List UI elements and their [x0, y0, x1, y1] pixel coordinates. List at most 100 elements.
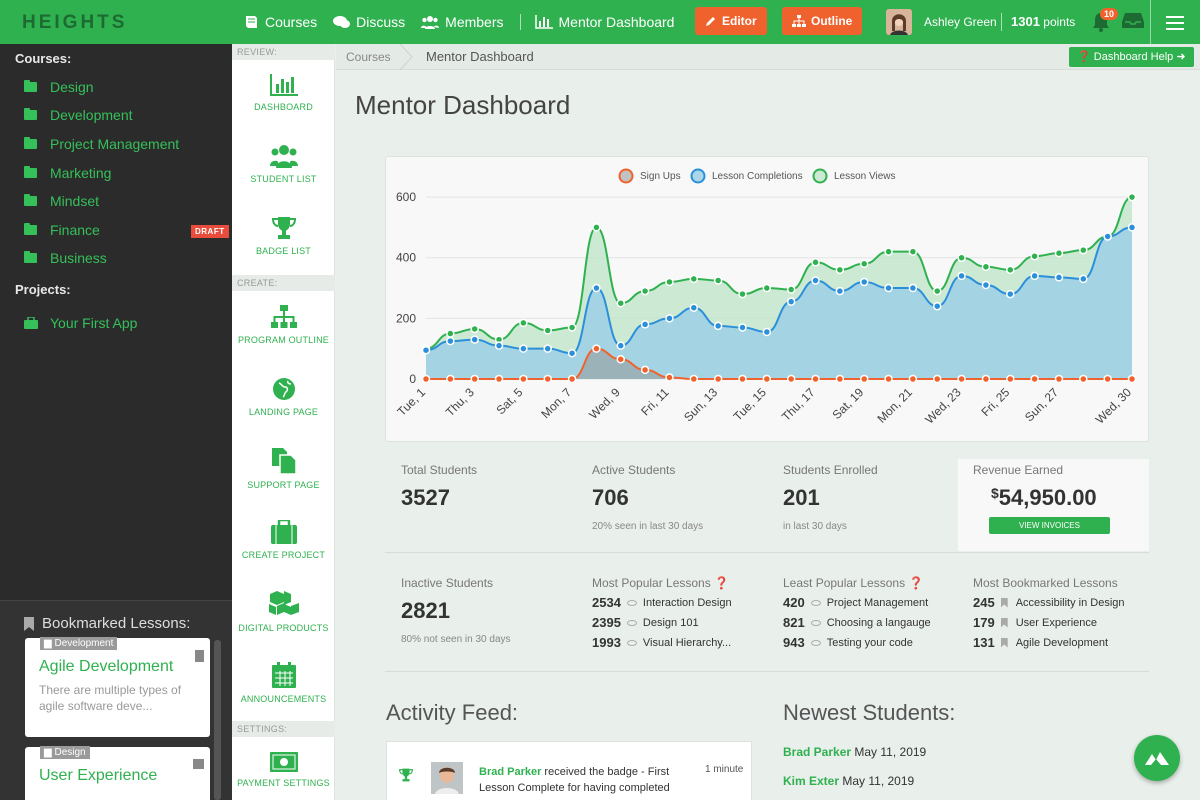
bookmark-icon — [1000, 617, 1008, 628]
data-point — [835, 286, 845, 296]
tool-support-page[interactable]: SUPPORT PAGE — [232, 448, 335, 490]
editor-button[interactable]: Editor — [695, 7, 767, 35]
data-point — [1127, 192, 1137, 202]
lesson-row[interactable]: 943 Testing your code — [783, 635, 931, 650]
lesson-row[interactable]: 1993 Visual Hierarchy... — [592, 635, 732, 650]
dashboard-help-button[interactable]: ❓ Dashboard Help ➜ — [1069, 47, 1194, 67]
nav-discuss[interactable]: Discuss — [333, 14, 405, 30]
y-tick-label: 400 — [396, 251, 416, 265]
lesson-row[interactable]: 821 Choosing a langauge — [783, 615, 931, 630]
nav-courses[interactable]: Courses — [244, 14, 317, 30]
data-point — [1127, 223, 1137, 232]
question-icon: ❓ — [1077, 51, 1091, 63]
sidebar-course-project-management[interactable]: Project Management — [24, 136, 179, 152]
nav-mentor-dashboard[interactable]: Mentor Dashboard — [534, 14, 674, 30]
help-icon[interactable]: ❓ — [714, 576, 730, 590]
lesson-row[interactable]: 245 Accessibility in Design — [973, 595, 1125, 610]
nav-members[interactable]: Members — [421, 14, 504, 30]
user-name[interactable]: Ashley Green — [924, 15, 997, 29]
tool-digital-products[interactable]: DIGITAL PRODUCTS — [232, 591, 335, 633]
stat-value: 2821 — [401, 598, 450, 623]
tool-student-list[interactable]: STUDENT LIST — [232, 144, 335, 184]
data-point — [1079, 274, 1088, 284]
data-point — [908, 374, 918, 384]
lesson-row[interactable]: 2395 Design 101 — [592, 615, 732, 630]
stat-label-text: Least Popular Lessons — [783, 576, 906, 590]
sidebar-course-design[interactable]: Design — [24, 79, 94, 95]
sidebar-course-business[interactable]: Business — [24, 250, 107, 266]
points-value: 1301 — [1011, 14, 1040, 29]
bookmark-card[interactable]: ▆ Design User Experience — [25, 746, 210, 800]
tool-badge-list[interactable]: BADGE LIST — [232, 216, 335, 256]
breadcrumb-current: Mentor Dashboard — [426, 49, 534, 64]
stat-bookmarked-lessons: Most Bookmarked Lessons 245 Accessibility… — [973, 576, 1125, 650]
view-invoices-button[interactable]: VIEW INVOICES — [989, 517, 1110, 534]
stat-label: Most Popular Lessons ❓ — [592, 576, 732, 590]
data-point — [957, 374, 966, 384]
data-point — [884, 247, 893, 256]
tool-announcements[interactable]: ANNOUNCEMENTS — [232, 662, 335, 704]
course-label: Marketing — [50, 165, 112, 181]
outline-button[interactable]: Outline — [782, 7, 863, 35]
tool-landing-page[interactable]: LANDING PAGE — [232, 377, 335, 417]
floating-action-button[interactable] — [1134, 735, 1180, 781]
bookmark-icon — [1000, 637, 1008, 648]
bar-chart-icon — [269, 74, 298, 96]
sidebar-project-first-app[interactable]: Your First App — [24, 315, 137, 331]
sidebar-course-mindset[interactable]: Mindset — [24, 193, 99, 209]
breadcrumb-courses[interactable]: Courses — [346, 50, 391, 64]
x-tick-label: Tue, 15 — [731, 385, 770, 424]
x-tick-label: Mon, 21 — [874, 385, 915, 426]
legend-marker — [690, 168, 706, 184]
activity-text: Brad Parker received the badge - First L… — [479, 764, 689, 796]
trophy-icon — [399, 768, 413, 782]
sidebar-course-marketing[interactable]: Marketing — [24, 165, 111, 181]
stat-value: $54,950.00 — [991, 485, 1143, 511]
lesson-row[interactable]: 420 Project Management — [783, 595, 931, 610]
lesson-row[interactable]: 2534 Interaction Design — [592, 595, 732, 610]
stat-label: Active Students — [592, 463, 676, 477]
activity-user-link[interactable]: Brad Parker — [479, 766, 542, 778]
outline-button-label: Outline — [811, 14, 853, 28]
stat-active-students: Active Students 706 20% seen in last 30 … — [592, 463, 703, 532]
data-point — [421, 374, 431, 384]
tool-dashboard[interactable]: DASHBOARD — [232, 74, 335, 112]
revenue-amount: 54,950.00 — [998, 485, 1097, 510]
newest-student-row: Kim Exter May 11, 2019 — [783, 774, 914, 788]
tool-payment-settings[interactable]: PAYMENT SETTINGS — [232, 752, 335, 788]
chat-icon — [333, 16, 351, 28]
create-section-label: CREATE: — [232, 275, 335, 291]
data-point — [1054, 374, 1064, 384]
lesson-name: Visual Hierarchy... — [642, 636, 732, 649]
lesson-row[interactable]: 179 User Experience — [973, 615, 1125, 630]
lesson-row[interactable]: 131 Agile Development — [973, 635, 1125, 650]
legend-label: Sign Ups — [640, 171, 681, 182]
data-point — [689, 303, 699, 312]
lesson-name: Testing your code — [826, 636, 913, 649]
data-point — [567, 323, 577, 332]
sidebar-course-finance[interactable]: Finance — [24, 222, 100, 238]
activity-item[interactable]: Brad Parker received the badge - First L… — [386, 741, 752, 800]
inbox-icon[interactable] — [1122, 10, 1144, 30]
data-point — [446, 336, 455, 346]
data-point — [1006, 265, 1015, 275]
user-avatar[interactable] — [886, 9, 912, 35]
help-icon[interactable]: ❓ — [908, 576, 924, 590]
data-point — [786, 297, 796, 306]
lesson-count: 1993 — [592, 635, 621, 650]
tool-create-project[interactable]: CREATE PROJECT — [232, 520, 335, 560]
activity-chart: 0 200 400 600 Tue, 1 Thu, 3 Sat, 5 Mon, 7 Wed, 9… — [385, 156, 1149, 442]
data-point — [981, 374, 991, 384]
hamburger-menu-icon[interactable] — [1166, 12, 1184, 34]
sidebar-course-development[interactable]: Development — [24, 107, 133, 123]
avatar[interactable] — [431, 762, 463, 794]
student-link[interactable]: Brad Parker — [783, 745, 852, 759]
sidebar-scrollbar[interactable] — [214, 640, 221, 800]
bookmark-card[interactable]: ▆ Development Agile Development There ar… — [25, 637, 210, 737]
review-section-label: REVIEW: — [232, 44, 335, 60]
logo[interactable]: HEIGHTS — [22, 12, 128, 33]
tool-label: ANNOUNCEMENTS — [240, 694, 327, 704]
stat-sub: 20% seen in last 30 days — [592, 521, 704, 532]
tool-program-outline[interactable]: PROGRAM OUTLINE — [232, 305, 335, 345]
student-link[interactable]: Kim Exter — [783, 774, 840, 788]
